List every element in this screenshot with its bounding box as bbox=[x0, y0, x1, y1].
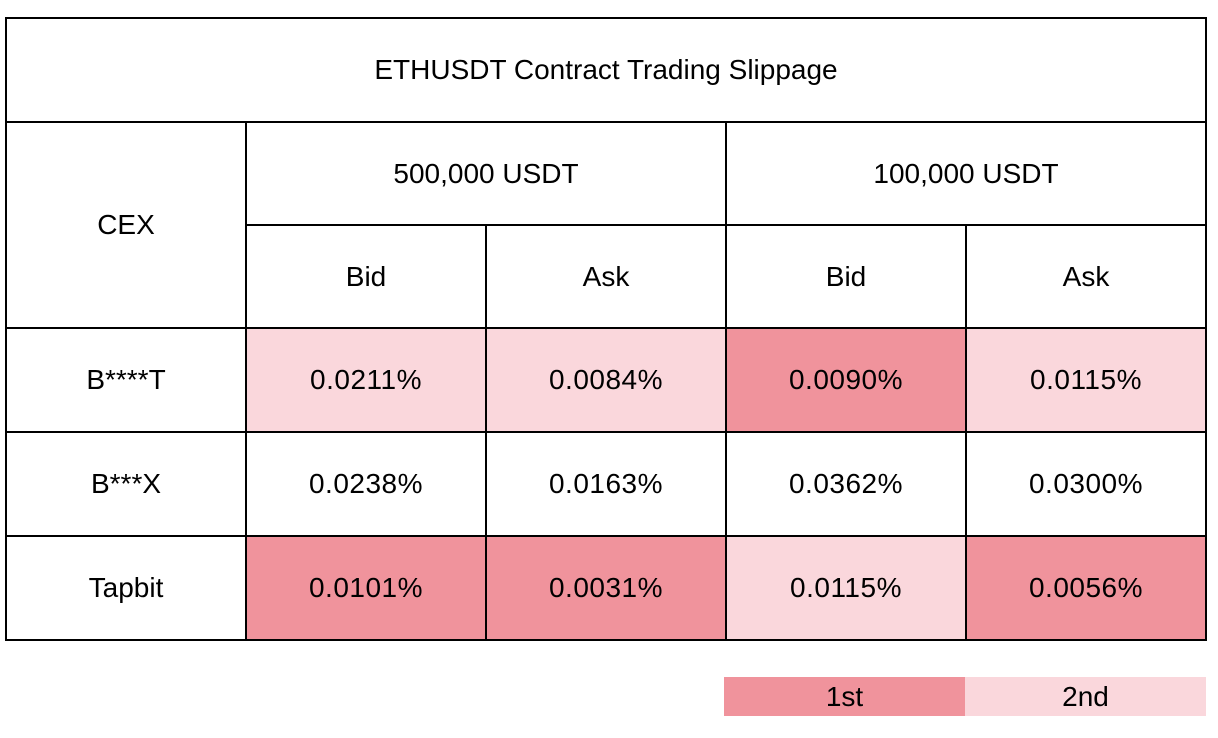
group-header-100k: 100,000 USDT bbox=[724, 121, 1208, 226]
cex-column-header: CEX bbox=[5, 121, 247, 329]
legend-item-2nd: 2nd bbox=[965, 677, 1206, 716]
slippage-table: ETHUSDT Contract Trading Slippage CEX 50… bbox=[4, 17, 1208, 641]
rank-legend: 1st 2nd bbox=[724, 677, 1206, 716]
value-cell: 0.0056% bbox=[964, 535, 1208, 641]
sub-header-500k-bid: Bid bbox=[245, 224, 487, 329]
sub-header-row: Bid Ask Bid Ask bbox=[6, 224, 1208, 329]
sub-header-500k-ask: Ask bbox=[485, 224, 727, 329]
value-cell: 0.0115% bbox=[964, 327, 1208, 433]
table-row: Tapbit 0.0101% 0.0031% 0.0115% 0.0056% bbox=[5, 535, 1208, 641]
row-label-cex: B***X bbox=[5, 431, 247, 537]
value-cell: 0.0090% bbox=[725, 327, 967, 433]
legend-item-1st: 1st bbox=[724, 677, 965, 716]
value-cell: 0.0163% bbox=[485, 431, 727, 537]
table-row: B***X 0.0238% 0.0163% 0.0362% 0.0300% bbox=[5, 431, 1208, 537]
sub-header-100k-bid: Bid bbox=[725, 224, 967, 329]
row-label-cex: B****T bbox=[5, 327, 247, 433]
group-header-row: CEX 500,000 USDT 100,000 USDT bbox=[5, 121, 1208, 329]
sub-header-100k-ask: Ask bbox=[964, 224, 1208, 329]
value-cell: 0.0115% bbox=[725, 535, 967, 641]
value-cell: 0.0300% bbox=[964, 431, 1208, 537]
group-header-500k: 500,000 USDT bbox=[245, 121, 727, 226]
row-label-cex: Tapbit bbox=[5, 535, 247, 641]
table-title: ETHUSDT Contract Trading Slippage bbox=[4, 17, 1208, 123]
value-cell: 0.0211% bbox=[245, 327, 487, 433]
value-cell: 0.0101% bbox=[245, 535, 487, 641]
value-cell: 0.0238% bbox=[245, 431, 487, 537]
value-cell: 0.0362% bbox=[725, 431, 967, 537]
table-row: B****T 0.0211% 0.0084% 0.0090% 0.0115% bbox=[5, 327, 1208, 433]
value-cell: 0.0031% bbox=[485, 535, 727, 641]
value-cell: 0.0084% bbox=[485, 327, 727, 433]
title-row: ETHUSDT Contract Trading Slippage bbox=[4, 17, 1208, 123]
